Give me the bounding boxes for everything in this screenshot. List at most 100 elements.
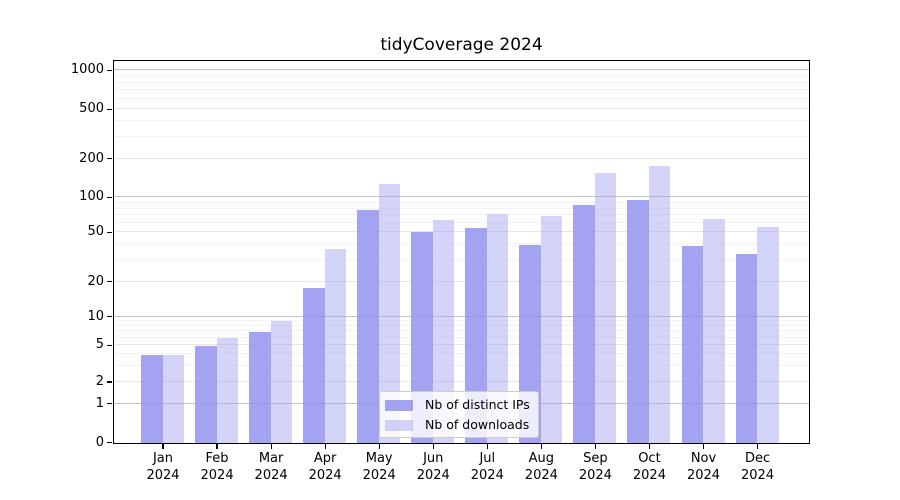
y-tick-label-5: 5 [95,337,104,353]
bar-feb-distinct-ips [195,345,217,443]
gridline-y-70 [114,214,809,216]
x-tick-mark-jul [486,444,488,449]
x-tick-label-year: 2024 [686,467,721,483]
x-tick-label-year: 2024 [416,467,450,483]
gridline-y-700 [114,89,809,91]
x-tick-label-year: 2024 [632,467,666,483]
x-tick-label-month: Dec [744,451,771,466]
gridline-y-20 [114,280,809,282]
y-tick-label-50: 50 [87,224,104,240]
x-tick-mark-jun [432,444,434,449]
gridlines-layer [114,61,809,443]
x-tick-label-jan: Jan 2024 [133,451,193,484]
y-tick-label-2: 2 [95,373,104,389]
y-tick-mark-1 [107,403,112,405]
x-tick-label-aug: Aug 2024 [511,451,571,484]
x-tick-mark-jan [162,444,164,449]
x-tick-label-may: May 2024 [349,451,409,484]
x-tick-label-oct: Oct 2024 [619,451,679,484]
y-tick-label-20: 20 [87,273,104,289]
x-tick-label-month: Sep [583,451,608,466]
bar-sep-downloads [594,173,617,443]
bar-feb-downloads [216,338,239,443]
x-tick-label-year: 2024 [200,467,234,483]
bar-apr-distinct-ips [303,287,325,443]
x-tick-label-month: Apr [313,451,337,466]
gridline-y-800 [114,81,809,83]
chart-title: tidyCoverage 2024 [380,35,543,55]
bar-jun-distinct-ips [411,231,433,443]
gridline-y-7 [114,330,809,332]
x-tick-label-year: 2024 [146,467,180,483]
x-tick-mark-sep [594,444,596,449]
x-tick-label-apr: Apr 2024 [295,451,355,484]
gridline-y-2 [114,380,809,382]
y-tick-mark-100 [107,196,112,199]
gridline-y-400 [114,120,809,122]
x-tick-label-month: Jan [152,451,174,466]
y-tick-mark-10 [107,315,112,318]
x-tick-label-year: 2024 [254,467,288,483]
bars-layer [114,61,809,443]
y-tick-mark-2 [107,381,112,383]
gridline-y-100 [114,196,809,198]
bar-dec-downloads [757,226,779,443]
gridline-y-600 [114,97,809,99]
gridline-y-8 [114,324,809,326]
legend-swatch-distinct-ips [385,399,413,411]
bar-oct-downloads [648,166,671,443]
x-tick-label-sep: Sep 2024 [565,451,625,484]
y-tick-label-100: 100 [79,189,104,205]
y-tick-mark-500 [107,108,112,110]
x-tick-mark-apr [324,444,326,449]
gridline-y-80 [114,207,809,209]
legend-item-distinct-ips: Nb of distinct IPs [385,398,530,412]
x-tick-label-jun: Jun 2024 [403,451,463,484]
x-tick-mark-oct [648,444,651,449]
x-tick-label-year: 2024 [470,467,504,483]
gridline-y-60 [114,222,809,224]
gridline-y-300 [114,135,809,137]
legend-item-downloads: Nb of downloads [385,418,530,432]
x-tick-label-mar: Mar 2024 [241,451,301,484]
gridline-y-4 [114,353,809,355]
x-tick-label-month: Aug [528,451,555,466]
gridline-y-200 [114,157,809,159]
plot-area: Nb of distinct IPs Nb of downloads [113,60,810,444]
x-tick-label-month: May [365,451,393,466]
x-tick-label-month: Jun [423,451,444,466]
x-tick-label-month: Feb [205,451,229,466]
x-tick-label-month: Mar [258,451,284,466]
legend: Nb of distinct IPs Nb of downloads [379,391,539,438]
gridline-y-40 [114,243,809,245]
x-tick-label-month: Jul [479,451,496,466]
bar-apr-downloads [324,248,347,443]
x-tick-mark-nov [702,444,705,449]
x-tick-label-nov: Nov 2024 [674,451,734,484]
gridline-y-3 [114,364,809,366]
y-tick-label-10: 10 [87,308,104,324]
bar-mar-distinct-ips [249,331,271,443]
gridline-y-5 [114,344,809,346]
legend-swatch-downloads [385,419,413,431]
gridline-y-10 [114,315,809,317]
gridline-y-50 [114,231,809,233]
gridline-y-500 [114,108,809,110]
bar-jun-downloads [432,219,455,443]
legend-label-distinct-ips: Nb of distinct IPs [425,397,530,412]
gridline-y-30 [114,258,809,260]
y-tick-mark-50 [107,231,112,233]
y-tick-label-200: 200 [79,150,104,166]
x-tick-label-year: 2024 [741,467,775,483]
gridline-y-1000 [114,69,809,71]
x-tick-mark-aug [540,444,542,449]
bar-aug-downloads [540,215,563,443]
bar-jul-downloads [486,214,509,443]
y-tick-mark-0 [107,441,112,444]
bar-nov-distinct-ips [681,246,703,443]
gridline-y-6 [114,336,809,338]
y-tick-label-0: 0 [95,434,104,450]
y-tick-label-500: 500 [79,101,104,117]
x-tick-label-month: Nov [690,451,717,466]
